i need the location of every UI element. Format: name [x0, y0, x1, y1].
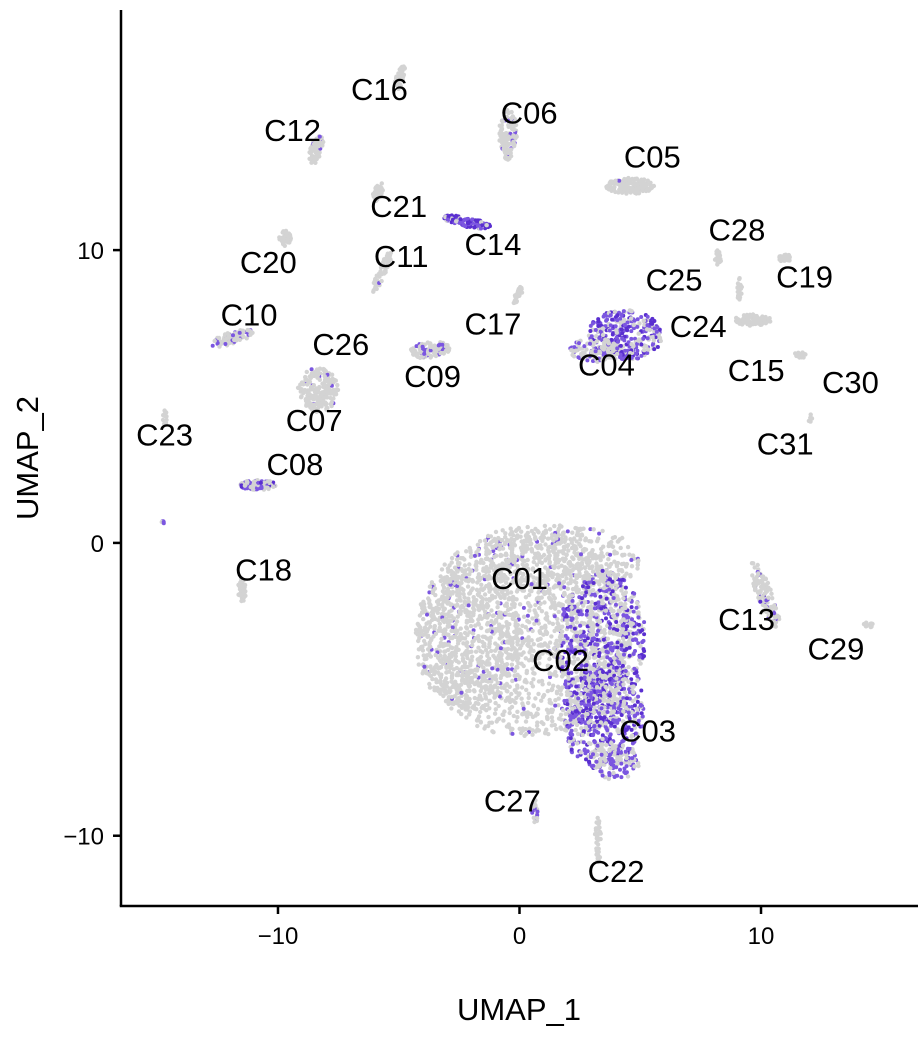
point-cloud — [735, 276, 744, 302]
cluster-label-c05: C05 — [624, 139, 681, 174]
cluster-label-c25: C25 — [646, 262, 703, 297]
cluster-label-c16: C16 — [351, 72, 408, 107]
cluster-label-c29: C29 — [807, 631, 864, 666]
cluster-label-c19: C19 — [776, 260, 833, 295]
point-cloud — [793, 350, 808, 360]
y-tick-label: 0 — [91, 531, 104, 558]
cluster-label-c20: C20 — [240, 245, 297, 280]
cluster-label-c10: C10 — [221, 298, 278, 333]
point-cloud — [210, 327, 255, 349]
point-cloud — [159, 519, 166, 526]
cluster-label-c13: C13 — [718, 602, 775, 637]
point-cloud — [530, 798, 540, 825]
point-cloud — [733, 312, 773, 328]
cluster-label-c30: C30 — [822, 365, 879, 400]
point-cloud — [497, 108, 519, 162]
y-axis-title: UMAP_2 — [10, 396, 45, 520]
cluster-label-c07: C07 — [286, 403, 343, 438]
point-cloud — [806, 412, 815, 424]
ticks: −10 0 10 −10 0 10 — [63, 238, 774, 950]
point-cloud — [238, 478, 278, 492]
cluster-label-c04: C04 — [578, 347, 635, 382]
cluster-label-c18: C18 — [235, 552, 292, 587]
point-cloud — [236, 576, 248, 604]
point-cloud — [160, 408, 169, 427]
point-cloud — [604, 175, 657, 196]
cluster-label-c15: C15 — [728, 353, 785, 388]
point-cloud — [442, 213, 492, 231]
point-cloud — [586, 308, 663, 362]
point-cloud — [562, 660, 646, 770]
points-layer — [159, 64, 875, 865]
cluster-label-c06: C06 — [501, 96, 558, 131]
point-cloud — [589, 739, 641, 782]
point-cloud — [392, 64, 407, 92]
point-cloud — [749, 561, 782, 629]
cluster-label-c27: C27 — [484, 784, 541, 819]
cluster-labels: C01 C02 C03 C04 C05 C06 C07 C08 C09 C10 C11 C12 C13 C… — [136, 72, 879, 889]
point-cloud — [295, 366, 341, 414]
axes: −10 0 10 −10 0 10 — [63, 10, 918, 950]
cluster-label-c31: C31 — [757, 426, 814, 461]
cluster-label-c17: C17 — [464, 306, 521, 341]
point-cloud — [861, 620, 875, 630]
cluster-label-c08: C08 — [266, 447, 323, 482]
point-cloud — [712, 248, 723, 267]
cluster-label-c14: C14 — [464, 227, 521, 262]
cluster-label-c01: C01 — [491, 561, 548, 596]
cluster-label-c24: C24 — [670, 309, 727, 344]
x-tick-label: −10 — [258, 923, 299, 950]
point-cloud — [511, 284, 525, 306]
point-cloud — [777, 252, 792, 264]
cluster-label-c02: C02 — [532, 643, 589, 678]
cluster-label-c21: C21 — [370, 189, 427, 224]
cluster-label-c12: C12 — [264, 113, 321, 148]
point-cloud — [277, 228, 293, 248]
cluster-label-c22: C22 — [588, 854, 645, 889]
point-cloud — [307, 134, 326, 165]
point-cloud — [370, 181, 385, 203]
point-cloud — [592, 815, 603, 865]
point-cloud — [408, 340, 452, 360]
cluster-label-c03: C03 — [619, 713, 676, 748]
cluster-label-c11: C11 — [374, 239, 429, 274]
cluster-label-c26: C26 — [312, 327, 369, 362]
cluster-label-c28: C28 — [708, 213, 765, 248]
point-cloud — [568, 336, 620, 364]
y-tick-label: −10 — [63, 824, 104, 851]
cluster-label-c23: C23 — [136, 418, 193, 453]
point-cloud — [413, 570, 528, 712]
point-cloud — [371, 250, 393, 294]
y-tick-label: 10 — [77, 238, 104, 265]
x-axis-title: UMAP_1 — [457, 992, 581, 1027]
cluster-label-c09: C09 — [404, 359, 461, 394]
x-tick-label: 10 — [748, 923, 775, 950]
x-tick-label: 0 — [513, 923, 526, 950]
